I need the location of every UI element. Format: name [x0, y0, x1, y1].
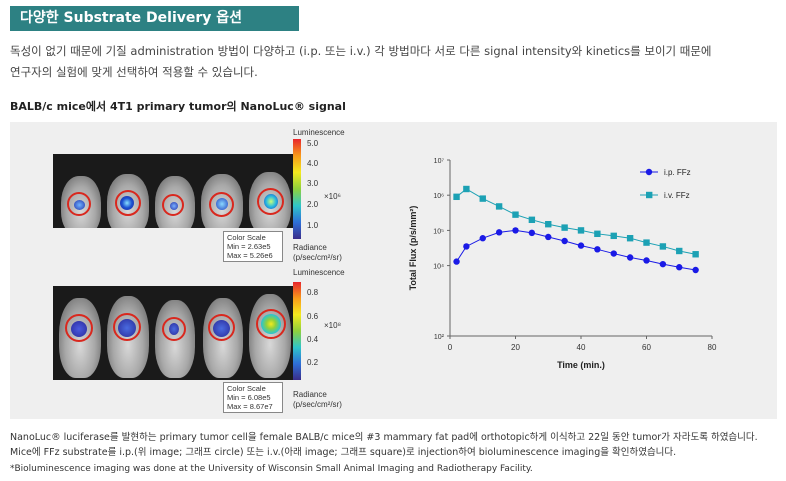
y-tick-label: 10⁴	[433, 264, 444, 271]
color-scale-max: Max = 8.67e7	[227, 402, 273, 411]
top-colorbar-tick: 1.0	[307, 221, 319, 230]
color-scale-title: Color Scale	[227, 233, 266, 242]
intro-paragraph: 독성이 없기 때문에 기질 administration 방법이 다양하고 (i…	[10, 41, 780, 83]
legend-marker-square	[646, 191, 653, 199]
x-tick-label: 80	[708, 343, 717, 352]
y-tick-label: 10⁷	[434, 158, 445, 165]
y-axis-label: Total Flux (p/s/mm²)	[408, 206, 418, 291]
bottom-colorbar-multiplier: ×10⁸	[324, 321, 341, 330]
section-title: 다양한 Substrate Delivery 옵션	[10, 6, 299, 31]
tumor-roi-circle	[256, 309, 286, 339]
data-point-square	[692, 251, 699, 258]
data-point-square	[643, 239, 650, 246]
top-radiance-label: Radiance	[293, 243, 327, 252]
data-point-square	[626, 235, 634, 242]
tumor-roi-circle	[113, 313, 141, 341]
data-point-circle	[594, 246, 601, 253]
caption-line-1: NanoLuc® luciferase를 발현하는 primary tumor …	[10, 432, 758, 443]
data-point-square	[545, 221, 552, 228]
data-point-circle	[577, 242, 585, 249]
caption-footnote: *Bioluminescence imaging was done at the…	[10, 464, 533, 474]
data-point-square	[577, 227, 585, 234]
tumor-roi-circle	[67, 192, 91, 216]
tumor-roi-circle	[257, 188, 284, 215]
intro-line-1: 독성이 없기 때문에 기질 administration 방법이 다양하고 (i…	[10, 44, 712, 58]
x-axis-label: Time (min.)	[557, 360, 605, 370]
data-point-square	[495, 203, 503, 210]
tumor-roi-circle	[209, 192, 234, 217]
data-point-circle	[479, 235, 486, 242]
top-radiance-unit: (p/sec/cm²/sr)	[293, 253, 342, 262]
top-imaging-photo	[53, 154, 293, 228]
x-tick-label: 60	[642, 343, 651, 352]
tumor-roi-circle	[162, 194, 184, 216]
y-tick-label: 10⁵	[433, 228, 444, 235]
tumor-roi-circle	[65, 314, 93, 342]
bottom-colorbar-tick: 0.8	[307, 288, 319, 297]
top-colorbar	[293, 139, 301, 239]
bottom-color-scale-box: Color Scale Min = 6.08e5 Max = 8.67e7	[223, 382, 283, 413]
color-scale-title: Color Scale	[227, 384, 266, 393]
top-colorbar-heading: Luminescence	[293, 128, 345, 137]
y-tick-label: 10⁶	[433, 193, 444, 200]
top-colorbar-tick: 4.0	[307, 159, 319, 168]
tumor-roi-circle	[208, 314, 235, 341]
data-point-circle	[643, 257, 650, 264]
series-line-1	[456, 229, 696, 271]
bottom-imaging-photo	[53, 286, 293, 380]
intro-line-2: 연구자의 실험에 맞게 선택하여 적용할 수 있습니다.	[10, 65, 258, 79]
bottom-radiance-unit: (p/sec/cm²/sr)	[293, 400, 342, 409]
figure-panel: Color Scale Min = 2.63e5 Max = 5.26e6 Lu…	[10, 122, 777, 419]
data-point-circle	[545, 233, 552, 241]
data-point-square	[594, 230, 601, 238]
tumor-roi-circle	[115, 190, 141, 216]
legend-label: i.v. FFz	[664, 191, 690, 200]
color-scale-min: Min = 2.63e5	[227, 242, 271, 251]
top-colorbar-multiplier: ×10⁶	[324, 192, 341, 201]
data-point-circle	[453, 258, 460, 265]
bottom-colorbar	[293, 282, 301, 380]
top-color-scale-box: Color Scale Min = 2.63e5 Max = 5.26e6	[223, 231, 283, 262]
data-point-square	[463, 185, 470, 193]
bottom-colorbar-tick: 0.4	[307, 335, 319, 344]
x-tick-label: 40	[577, 343, 586, 352]
top-colorbar-tick: 2.0	[307, 200, 319, 209]
data-point-circle	[659, 260, 667, 268]
data-point-square	[528, 216, 536, 224]
bottom-radiance-label: Radiance	[293, 390, 327, 399]
data-point-circle	[495, 229, 503, 236]
bottom-colorbar-heading: Luminescence	[293, 268, 345, 277]
data-point-circle	[512, 227, 519, 234]
data-point-circle	[610, 250, 617, 257]
data-point-circle	[561, 237, 568, 245]
legend-marker-circle	[645, 168, 653, 176]
data-point-square	[561, 224, 568, 231]
x-tick-label: 20	[511, 343, 520, 352]
data-point-circle	[626, 254, 634, 261]
data-point-circle	[528, 229, 536, 237]
x-tick-label: 0	[448, 343, 453, 352]
data-point-square	[676, 247, 683, 255]
data-point-square	[659, 243, 667, 250]
data-point-circle	[463, 243, 470, 250]
legend-label: i.p. FFz	[664, 168, 691, 177]
bottom-colorbar-tick: 0.2	[307, 358, 319, 367]
data-point-circle	[692, 266, 699, 274]
tumor-roi-circle	[162, 317, 186, 341]
caption-line-2: Mice에 FFz substrate를 i.p.(위 image; 그래프 c…	[10, 447, 677, 458]
data-point-square	[479, 195, 486, 202]
series-line-2	[456, 188, 696, 255]
data-point-square	[512, 211, 519, 218]
figure-title: BALB/c mice에서 4T1 primary tumor의 NanoLuc…	[10, 100, 346, 113]
bottom-colorbar-tick: 0.6	[307, 312, 319, 321]
top-colorbar-tick: 5.0	[307, 139, 319, 148]
color-scale-min: Min = 6.08e5	[227, 393, 271, 402]
data-point-square	[453, 193, 460, 201]
y-tick-label: 10²	[434, 334, 445, 341]
data-point-circle	[676, 264, 683, 271]
data-point-square	[610, 232, 617, 240]
top-colorbar-tick: 3.0	[307, 179, 319, 188]
color-scale-max: Max = 5.26e6	[227, 251, 273, 260]
